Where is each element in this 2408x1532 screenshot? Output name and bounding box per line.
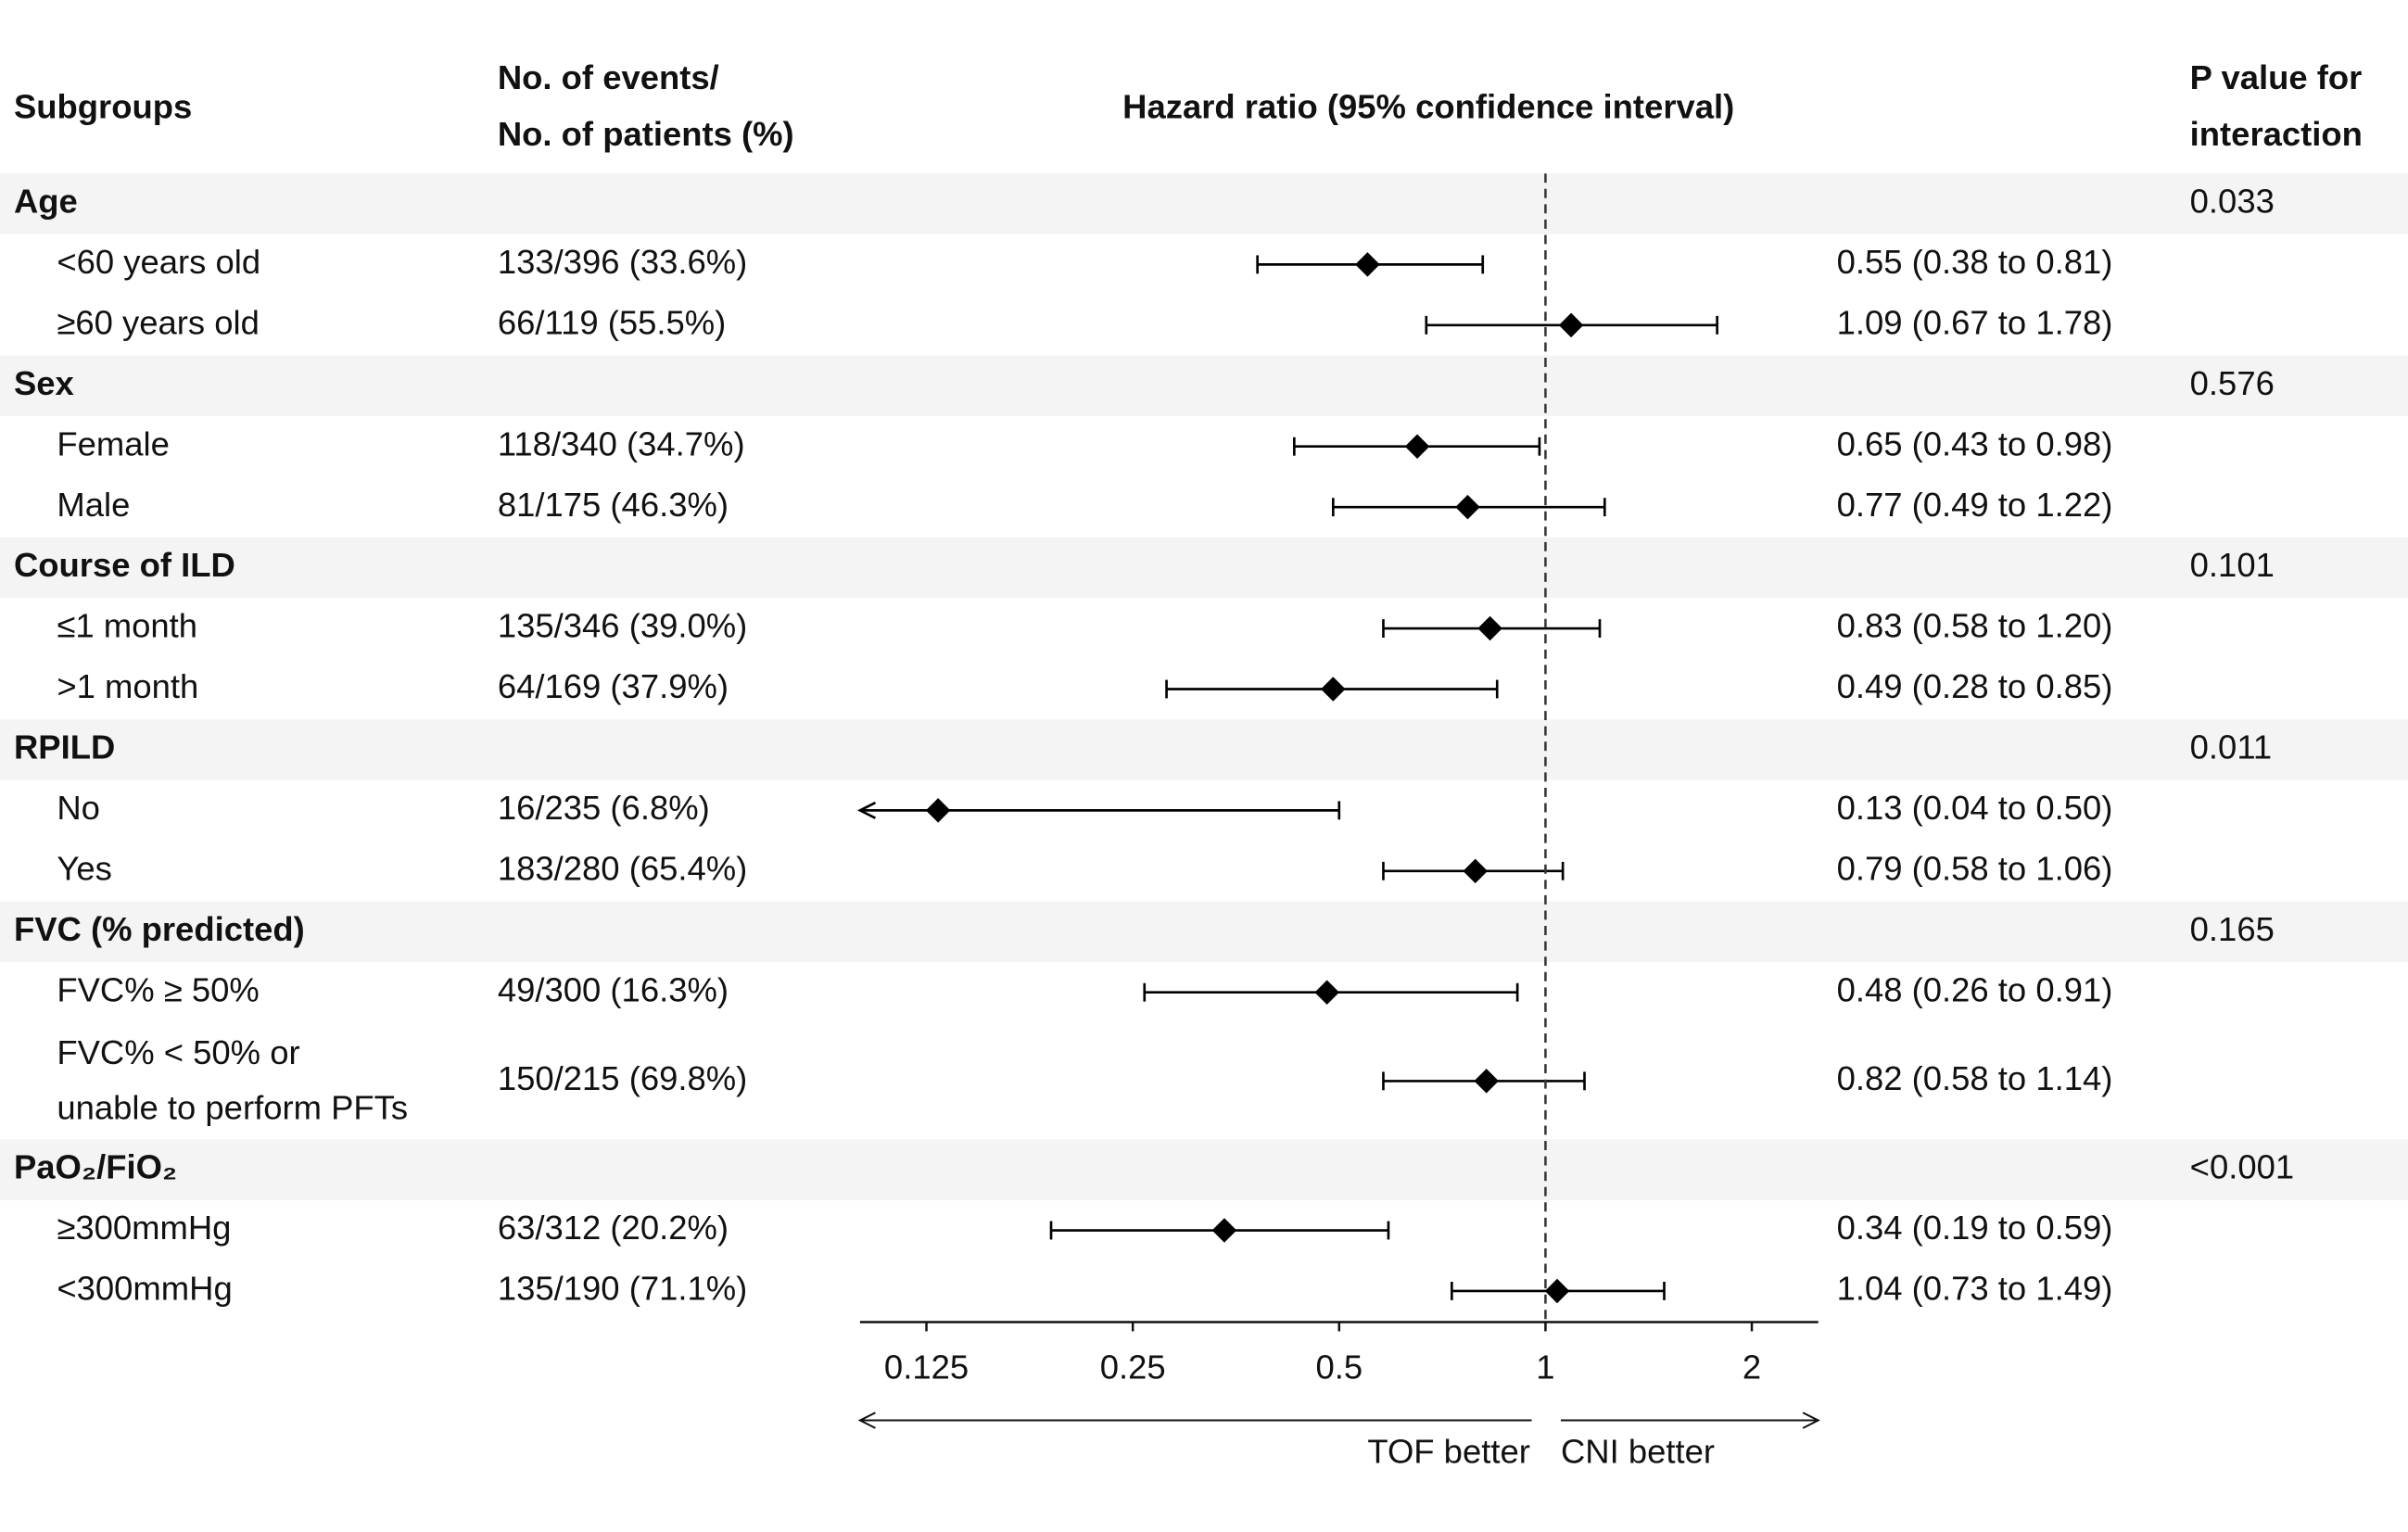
subgroup-label: >1 month bbox=[57, 667, 198, 705]
p-value: 0.576 bbox=[2190, 364, 2275, 402]
hr-marker bbox=[1558, 312, 1584, 338]
hr-label: 0.82 (0.58 to 1.14) bbox=[1837, 1059, 2113, 1097]
hr-marker bbox=[1463, 858, 1488, 884]
p-value: 0.033 bbox=[2190, 183, 2275, 221]
group-background bbox=[0, 901, 2408, 962]
hr-marker bbox=[1321, 677, 1346, 702]
header-p: interaction bbox=[2190, 115, 2363, 153]
group-label: Age bbox=[14, 183, 78, 221]
events: 81/175 (46.3%) bbox=[498, 486, 729, 524]
x-tick-label: 0.125 bbox=[884, 1348, 969, 1386]
group-background bbox=[0, 1139, 2408, 1200]
group-background bbox=[0, 719, 2408, 780]
hr-marker bbox=[1355, 252, 1380, 277]
direction-label: CNI better bbox=[1561, 1433, 1715, 1471]
group-background bbox=[0, 537, 2408, 599]
row-backgrounds bbox=[0, 173, 2408, 1200]
group-label: Sex bbox=[14, 364, 74, 402]
hr-label: 0.79 (0.58 to 1.06) bbox=[1837, 849, 2113, 887]
hr-marker bbox=[1544, 1278, 1570, 1304]
hr-label: 0.49 (0.28 to 0.85) bbox=[1837, 667, 2113, 705]
subgroup-label: Male bbox=[57, 486, 130, 524]
hr-label: 0.55 (0.38 to 0.81) bbox=[1837, 243, 2113, 281]
hr-label: 0.13 (0.04 to 0.50) bbox=[1837, 789, 2113, 827]
header-events: No. of events/ bbox=[498, 58, 719, 96]
hr-marker bbox=[1211, 1218, 1237, 1243]
group-label: FVC (% predicted) bbox=[14, 910, 305, 948]
hr-marker bbox=[1314, 980, 1339, 1005]
direction-label: TOF better bbox=[1367, 1433, 1530, 1471]
p-value: 0.101 bbox=[2190, 546, 2275, 584]
hr-marker bbox=[925, 798, 951, 823]
header-subgroups: Subgroups bbox=[14, 87, 192, 125]
events: 118/340 (34.7%) bbox=[498, 424, 745, 462]
x-tick-label: 2 bbox=[1743, 1348, 1761, 1386]
subgroup-label: <60 years old bbox=[57, 243, 260, 281]
events: 183/280 (65.4%) bbox=[498, 849, 747, 887]
subgroup-label: No bbox=[57, 789, 100, 827]
hr-marker bbox=[1404, 434, 1430, 459]
subgroup-label: ≥60 years old bbox=[57, 303, 260, 341]
subgroup-label: Female bbox=[57, 424, 170, 462]
group-label: PaO₂/FiO₂ bbox=[14, 1148, 177, 1186]
hr-marker bbox=[1477, 615, 1502, 641]
p-value: 0.011 bbox=[2190, 728, 2272, 766]
hr-label: 0.83 (0.58 to 1.20) bbox=[1837, 607, 2113, 645]
group-label: RPILD bbox=[14, 728, 115, 766]
x-tick-label: 1 bbox=[1536, 1348, 1554, 1386]
p-value: 0.165 bbox=[2190, 910, 2275, 948]
hr-label: 0.34 (0.19 to 0.59) bbox=[1837, 1209, 2113, 1247]
events: 63/312 (20.2%) bbox=[498, 1209, 729, 1247]
events: 16/235 (6.8%) bbox=[498, 789, 710, 827]
subgroup-label: FVC% < 50% or bbox=[57, 1033, 299, 1071]
hr-marker bbox=[1474, 1069, 1499, 1094]
subgroup-label: <300mmHg bbox=[57, 1270, 232, 1308]
group-label: Course of ILD bbox=[14, 546, 235, 584]
hr-label: 0.48 (0.26 to 0.91) bbox=[1837, 970, 2113, 1008]
events: 135/346 (39.0%) bbox=[498, 607, 747, 645]
ci-arrow bbox=[856, 801, 877, 819]
hr-label: 0.65 (0.43 to 0.98) bbox=[1837, 424, 2113, 462]
events: 49/300 (16.3%) bbox=[498, 970, 729, 1008]
group-background bbox=[0, 173, 2408, 234]
events: 66/119 (55.5%) bbox=[498, 303, 726, 341]
hr-marker bbox=[1455, 494, 1480, 520]
subgroup-label: FVC% ≥ 50% bbox=[57, 970, 259, 1008]
events: 133/396 (33.6%) bbox=[498, 243, 747, 281]
x-tick-label: 0.25 bbox=[1100, 1348, 1166, 1386]
p-value: <0.001 bbox=[2190, 1148, 2294, 1186]
x-tick-label: 0.5 bbox=[1315, 1348, 1362, 1386]
subgroup-label: unable to perform PFTs bbox=[57, 1088, 408, 1126]
group-background bbox=[0, 355, 2408, 416]
direction-arrow bbox=[1560, 1412, 1820, 1429]
hr-label: 1.09 (0.67 to 1.78) bbox=[1837, 303, 2113, 341]
subgroup-label: Yes bbox=[57, 849, 111, 887]
header-events: No. of patients (%) bbox=[498, 115, 794, 153]
hr-label: 1.04 (0.73 to 1.49) bbox=[1837, 1270, 2113, 1308]
header-effect: Hazard ratio (95% confidence interval) bbox=[1122, 87, 1734, 125]
direction-arrow bbox=[857, 1412, 1532, 1429]
events: 150/215 (69.8%) bbox=[498, 1059, 747, 1097]
header-p: P value for bbox=[2190, 58, 2363, 96]
hr-label: 0.77 (0.49 to 1.22) bbox=[1837, 486, 2113, 524]
subgroup-label: ≥300mmHg bbox=[57, 1209, 231, 1247]
events: 135/190 (71.1%) bbox=[498, 1270, 747, 1308]
events: 64/169 (37.9%) bbox=[498, 667, 729, 705]
subgroup-label: ≤1 month bbox=[57, 607, 197, 645]
